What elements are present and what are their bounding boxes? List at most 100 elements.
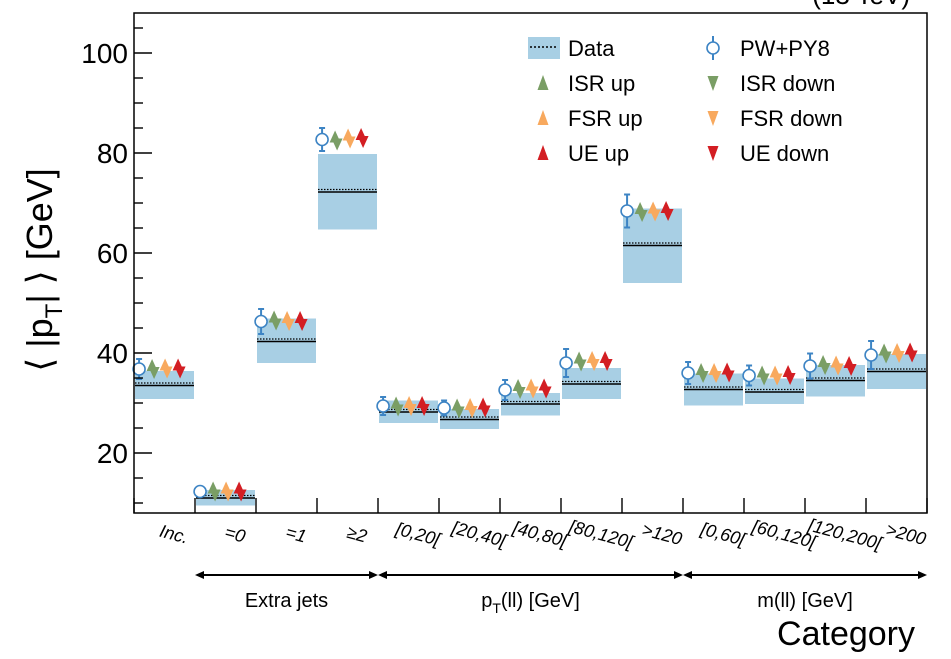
variation-down-marker [161,366,173,379]
legend-label: ISR down [740,71,835,96]
legend-triangle-down [707,76,719,91]
pw-marker [193,484,207,499]
group-label: pT(ll) [GeV] [481,590,580,616]
pw-marker [681,366,695,380]
legend-band-swatch [528,37,560,59]
legend-label: PW+PY8 [740,36,830,61]
group-arrow-head [195,571,204,579]
variation-down-marker [601,359,613,371]
category-groups: Extra jets pT(ll) [GeV] m(ll) [GeV] [195,571,927,616]
x-tick-label: [0,60[ [698,518,750,550]
group-arrow-head [378,571,387,579]
variation-down-marker [662,209,674,221]
y-axis-title: ⟨ |pT| ⟩ [GeV] [19,168,68,372]
variation-down-marker [296,319,308,331]
variation-down-marker [588,359,600,371]
variation-down-marker [148,367,160,379]
y-tick-label: 20 [97,438,128,469]
y-tick-label: 60 [97,238,128,269]
variation-down-marker [636,210,648,222]
variation-down-marker [222,489,234,502]
y-tick-label: 40 [97,338,128,369]
legend-triangle-up [537,110,549,125]
pw-marker [132,362,146,376]
legend-label: ISR up [568,71,635,96]
group-label: m(ll) [GeV] [757,590,853,612]
x-tick-label: =1 [284,522,309,547]
variation-down-marker [235,489,247,502]
variation-down-marker [209,489,221,502]
pw-marker [864,348,878,362]
variation-down-marker [880,351,892,364]
x-tick-label: [0,20[ [393,518,445,550]
variation-down-marker [710,371,722,383]
variation-down-marker [784,373,796,385]
legend-label: FSR down [740,106,843,131]
legend-triangle-up [537,145,549,160]
variation-down-marker [283,319,295,331]
variation-down-marker [418,404,430,416]
y-tick-label: 80 [97,138,128,169]
pw-marker [742,368,756,383]
x-tick-label: Inc. [157,521,190,548]
y-axis: 20 40 60 80 100 [81,27,152,504]
group-arrow-head [674,571,683,579]
variation-down-marker [819,363,831,375]
variation-down-marker [649,209,661,222]
x-tick-label: =0 [223,522,248,547]
variation-down-marker [174,366,186,379]
group-arrow-head [369,571,378,579]
variation-down-marker [357,136,369,148]
legend: Data PW+PY8 ISR up ISR down FSR up FSR down UE… [528,36,843,166]
legend-triangle-down [707,111,719,126]
variation-down-marker [758,373,770,386]
legend-triangle-up [537,75,549,90]
y-axis-title-symbol: p [19,318,60,338]
variation-down-marker [906,350,918,363]
variation-down-marker [453,406,465,419]
data-central-lines [135,188,926,499]
y-axis-bracket-right: | ⟩ [19,260,60,303]
pw-marker [376,399,390,413]
pw-marker [254,314,268,329]
legend-triangle-down [707,146,719,161]
variation-down-marker [392,404,404,417]
pw-marker [620,204,634,218]
variation-down-marker [479,405,491,418]
legend-label: UE down [740,141,829,166]
pw-marker [437,401,451,415]
x-tick-label: [120,200[ [805,515,886,555]
group-label: Extra jets [245,590,328,612]
x-tick-label: >200 [884,519,928,549]
group-arrow-head [683,571,692,579]
variation-down-marker [771,373,783,386]
variation-down-marker [845,364,857,376]
group-arrow-head [918,571,927,579]
legend-label: FSR up [568,106,643,131]
variation-down-marker [540,386,552,399]
legend-label: Data [568,36,615,61]
variation-down-marker [466,406,478,418]
variation-down-marker [514,387,526,399]
top-right-label: (13 TeV) [812,0,910,10]
data-bands [135,154,926,506]
variation-down-marker [527,386,539,399]
prediction-markers [132,127,918,502]
x-tick-label: [40,80[ [510,517,571,551]
pw-marker [315,132,329,147]
x-axis: Inc. =0 =1 ≥2 [0,20[[20,40[[40,80[[80,120[>1… [133,498,928,555]
x-axis-title: Category [777,615,915,653]
legend-pw-marker [706,41,720,55]
pw-marker [803,359,817,373]
x-tick-label: [80,120[ [566,516,637,553]
variation-down-marker [405,404,417,416]
x-tick-label: [20,40[ [449,517,510,551]
variation-down-marker [723,370,735,383]
legend-label: UE up [568,141,629,166]
plot-frame [133,12,928,514]
variation-down-marker [270,318,282,331]
y-axis-bracket-left: ⟨ | [19,338,60,371]
variation-down-marker [331,138,343,151]
variation-down-marker [575,359,587,372]
